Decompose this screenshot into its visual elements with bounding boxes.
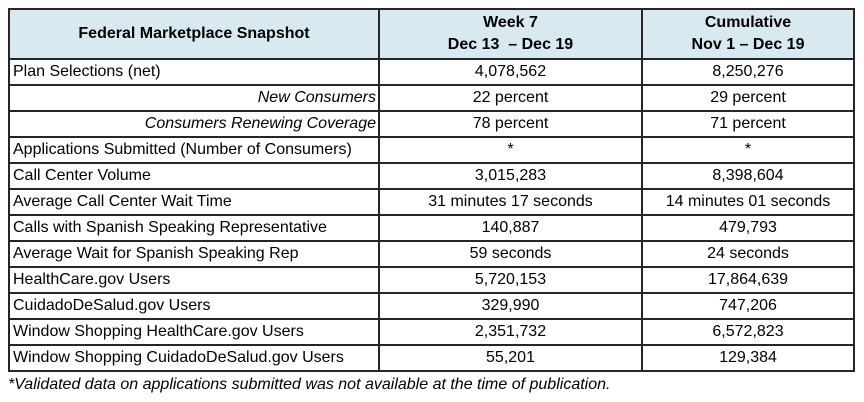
row-label-cell: Call Center Volume <box>8 162 380 190</box>
row-label-cell: CuidadoDeSalud.gov Users <box>8 292 380 320</box>
cumulative-value-cell: 479,793 <box>641 214 855 242</box>
week-value-cell: 78 percent <box>378 110 643 138</box>
table-row: Window Shopping HealthCare.gov Users 2,3… <box>8 318 855 346</box>
cumulative-value-cell: 6,572,823 <box>641 318 855 346</box>
marketplace-snapshot-table: Federal Marketplace Snapshot Week 7 Dec … <box>8 8 855 372</box>
cumulative-value-cell: 24 seconds <box>641 240 855 268</box>
table-row: New Consumers 22 percent 29 percent <box>8 84 855 112</box>
footnote: *Validated data on applications submitte… <box>8 376 611 393</box>
week-value-cell: 2,351,732 <box>378 318 643 346</box>
week-value-cell: 59 seconds <box>378 240 643 268</box>
week-value-cell: 31 minutes 17 seconds <box>378 188 643 216</box>
cumulative-header-line1: Cumulative <box>704 14 792 31</box>
table-row: HealthCare.gov Users 5,720,153 17,864,63… <box>8 266 855 294</box>
row-label-cell: New Consumers <box>8 84 380 112</box>
table-row: Window Shopping CuidadoDeSalud.gov Users… <box>8 344 855 372</box>
table-row: Call Center Volume 3,015,283 8,398,604 <box>8 162 855 190</box>
table-row: CuidadoDeSalud.gov Users 329,990 747,206 <box>8 292 855 320</box>
week7-header-line2: Dec 13 – Dec 19 <box>447 36 574 53</box>
row-label-cell: HealthCare.gov Users <box>8 266 380 294</box>
table-row: Consumers Renewing Coverage 78 percent 7… <box>8 110 855 138</box>
cumulative-value-cell: 8,250,276 <box>641 58 855 86</box>
row-label-cell: Calls with Spanish Speaking Representati… <box>8 214 380 242</box>
cumulative-value-cell: 747,206 <box>641 292 855 320</box>
week-value-cell: 329,990 <box>378 292 643 320</box>
week-value-cell: 22 percent <box>378 84 643 112</box>
cumulative-value-cell: 14 minutes 01 seconds <box>641 188 855 216</box>
week7-header-cell: Week 7 Dec 13 – Dec 19 <box>378 8 643 60</box>
cumulative-value-cell: 17,864,639 <box>641 266 855 294</box>
cumulative-value-cell: 29 percent <box>641 84 855 112</box>
table-row: Calls with Spanish Speaking Representati… <box>8 214 855 242</box>
cumulative-value-cell: * <box>641 136 855 164</box>
table-title-cell: Federal Marketplace Snapshot <box>8 8 380 60</box>
table-row: Applications Submitted (Number of Consum… <box>8 136 855 164</box>
table-header-row: Federal Marketplace Snapshot Week 7 Dec … <box>8 8 855 60</box>
week-value-cell: 4,078,562 <box>378 58 643 86</box>
row-label-cell: Applications Submitted (Number of Consum… <box>8 136 380 164</box>
week-value-cell: 3,015,283 <box>378 162 643 190</box>
week7-header-line1: Week 7 <box>483 14 538 31</box>
row-label-cell: Plan Selections (net) <box>8 58 380 86</box>
row-label-cell: Average Wait for Spanish Speaking Rep <box>8 240 380 268</box>
table-row: Average Call Center Wait Time 31 minutes… <box>8 188 855 216</box>
row-label-cell: Window Shopping HealthCare.gov Users <box>8 318 380 346</box>
cumulative-header-line2: Nov 1 – Dec 19 <box>691 36 805 53</box>
row-label-cell: Window Shopping CuidadoDeSalud.gov Users <box>8 344 380 372</box>
cumulative-value-cell: 129,384 <box>641 344 855 372</box>
week-value-cell: * <box>378 136 643 164</box>
table-row: Plan Selections (net) 4,078,562 8,250,27… <box>8 58 855 86</box>
row-label-cell: Consumers Renewing Coverage <box>8 110 380 138</box>
week-value-cell: 55,201 <box>378 344 643 372</box>
table-title: Federal Marketplace Snapshot <box>78 25 310 42</box>
row-label-cell: Average Call Center Wait Time <box>8 188 380 216</box>
week-value-cell: 140,887 <box>378 214 643 242</box>
table-row: Average Wait for Spanish Speaking Rep 59… <box>8 240 855 268</box>
week-value-cell: 5,720,153 <box>378 266 643 294</box>
cumulative-value-cell: 71 percent <box>641 110 855 138</box>
cumulative-header-cell: Cumulative Nov 1 – Dec 19 <box>641 8 855 60</box>
cumulative-value-cell: 8,398,604 <box>641 162 855 190</box>
